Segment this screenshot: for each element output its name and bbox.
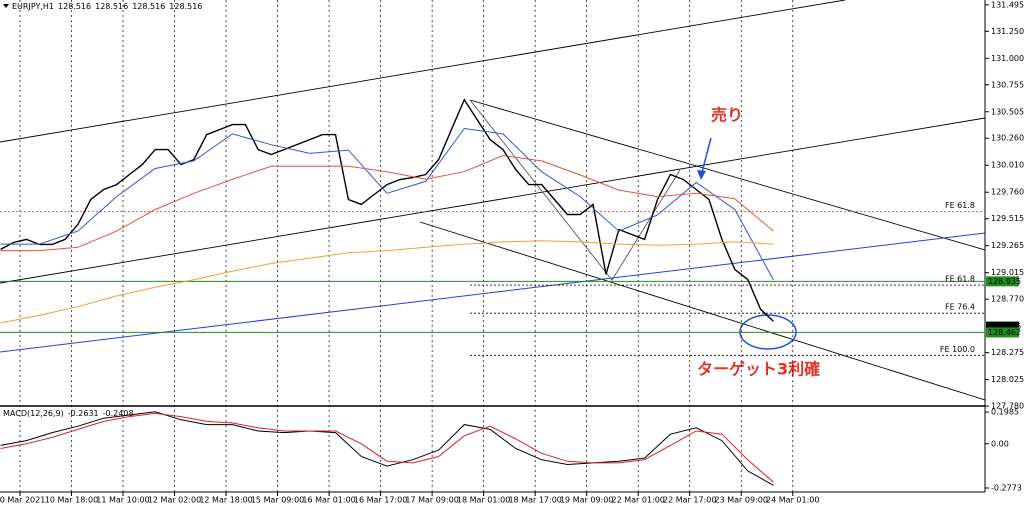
channel-line bbox=[419, 221, 985, 401]
fe-level-label: FE 61.8 bbox=[945, 275, 975, 284]
x-tick-label: 22 Mar 17:00 bbox=[663, 496, 716, 505]
price-box bbox=[986, 321, 1019, 332]
y-tick-label: 127.780 bbox=[991, 402, 1024, 411]
series-line bbox=[0, 411, 774, 486]
x-tick-label: 16 Mar 17:00 bbox=[354, 496, 407, 505]
series-line bbox=[0, 127, 774, 280]
y-tick-label: 130.010 bbox=[991, 161, 1024, 170]
x-tick-label: 24 Mar 01:00 bbox=[766, 496, 819, 505]
x-tick-label: 22 Mar 01:00 bbox=[611, 496, 664, 505]
symbol-header: EURJPY,H1 128.516 128.516 128.516 128.516 bbox=[12, 2, 202, 11]
price-box bbox=[986, 276, 1019, 287]
x-tick-label: 16 Mar 01:00 bbox=[302, 496, 355, 505]
header-value: 128.516 bbox=[95, 2, 128, 11]
fe-level-label: FE 100.0 bbox=[940, 345, 975, 354]
y-tick-label: 129.015 bbox=[991, 268, 1024, 277]
channel-line bbox=[469, 99, 985, 251]
price-box-label: 128.462 bbox=[988, 328, 1021, 337]
x-tick-label: 18 Mar 01:00 bbox=[457, 496, 510, 505]
y-tick-label: 131.250 bbox=[991, 27, 1024, 36]
x-tick-label: 11 Mar 10:00 bbox=[96, 496, 149, 505]
y-tick-label: 128.770 bbox=[991, 295, 1024, 304]
header-value: 128.516 bbox=[132, 2, 165, 11]
fe-level-label: FE 76.4 bbox=[945, 303, 975, 312]
x-tick-label: 18 Mar 17:00 bbox=[508, 496, 561, 505]
channel-line bbox=[0, 0, 846, 143]
price-box-label: 128.516 bbox=[988, 322, 1021, 331]
y-tick-label: 131.495 bbox=[991, 0, 1024, 9]
header-value: -0.2631 bbox=[68, 409, 99, 418]
main-plot bbox=[0, 98, 985, 356]
sell-arrow bbox=[700, 137, 712, 177]
macd-label: MACD(12,26,9) bbox=[3, 409, 64, 418]
x-tick-label: 10 Mar 2021 bbox=[0, 496, 45, 505]
x-tick-label: 19 Mar 09:00 bbox=[560, 496, 613, 505]
sell-arrow-head bbox=[697, 170, 706, 180]
y-tick-label: 0.00 bbox=[991, 439, 1009, 448]
price-box-label: 128.935 bbox=[988, 277, 1021, 286]
series-line bbox=[0, 240, 774, 324]
header-value: 128.516 bbox=[58, 2, 91, 11]
header-value: 128.516 bbox=[169, 2, 202, 11]
sell-annotation: 売り bbox=[711, 106, 743, 125]
x-tick-label: 17 Mar 09:00 bbox=[405, 496, 458, 505]
series-line bbox=[0, 412, 774, 483]
symbol: EURJPY,H1 bbox=[12, 2, 54, 11]
fe-level-label: FE 61.8 bbox=[945, 201, 975, 210]
y-tick-label: 129.265 bbox=[991, 241, 1024, 250]
series-line bbox=[0, 154, 774, 252]
x-tick-label: 15 Mar 09:00 bbox=[251, 496, 304, 505]
channel-line bbox=[0, 117, 985, 284]
header-value: -0.2408 bbox=[103, 409, 134, 418]
x-tick-label: 10 Mar 18:00 bbox=[45, 496, 98, 505]
y-tick-label: 129.760 bbox=[991, 188, 1024, 197]
x-tick-label: 23 Mar 09:00 bbox=[715, 496, 768, 505]
x-tick-label: 12 Mar 18:00 bbox=[199, 496, 252, 505]
price-box bbox=[986, 327, 1019, 338]
target-annotation: ターゲット3利確 bbox=[697, 360, 820, 379]
y-tick-label: 128.025 bbox=[991, 375, 1024, 384]
y-tick-label: 130.260 bbox=[991, 134, 1024, 143]
menu-arrow[interactable] bbox=[3, 4, 9, 8]
macd-header: MACD(12,26,9) -0.2631 -0.2408 bbox=[3, 409, 134, 418]
y-tick-label: 0.1985 bbox=[991, 408, 1019, 417]
y-tick-label: 130.505 bbox=[991, 107, 1024, 116]
fibo-expansion bbox=[469, 99, 681, 281]
y-tick-label: 128.275 bbox=[991, 348, 1024, 357]
y-tick-label: 129.515 bbox=[991, 214, 1024, 223]
y-tick-label: -0.2773 bbox=[991, 484, 1022, 493]
y-tick-label: 130.755 bbox=[991, 80, 1024, 89]
y-tick-label: 131.000 bbox=[991, 54, 1024, 63]
macd-plot bbox=[0, 411, 774, 486]
x-tick-label: 12 Mar 02:00 bbox=[148, 496, 201, 505]
series-line bbox=[0, 98, 774, 322]
